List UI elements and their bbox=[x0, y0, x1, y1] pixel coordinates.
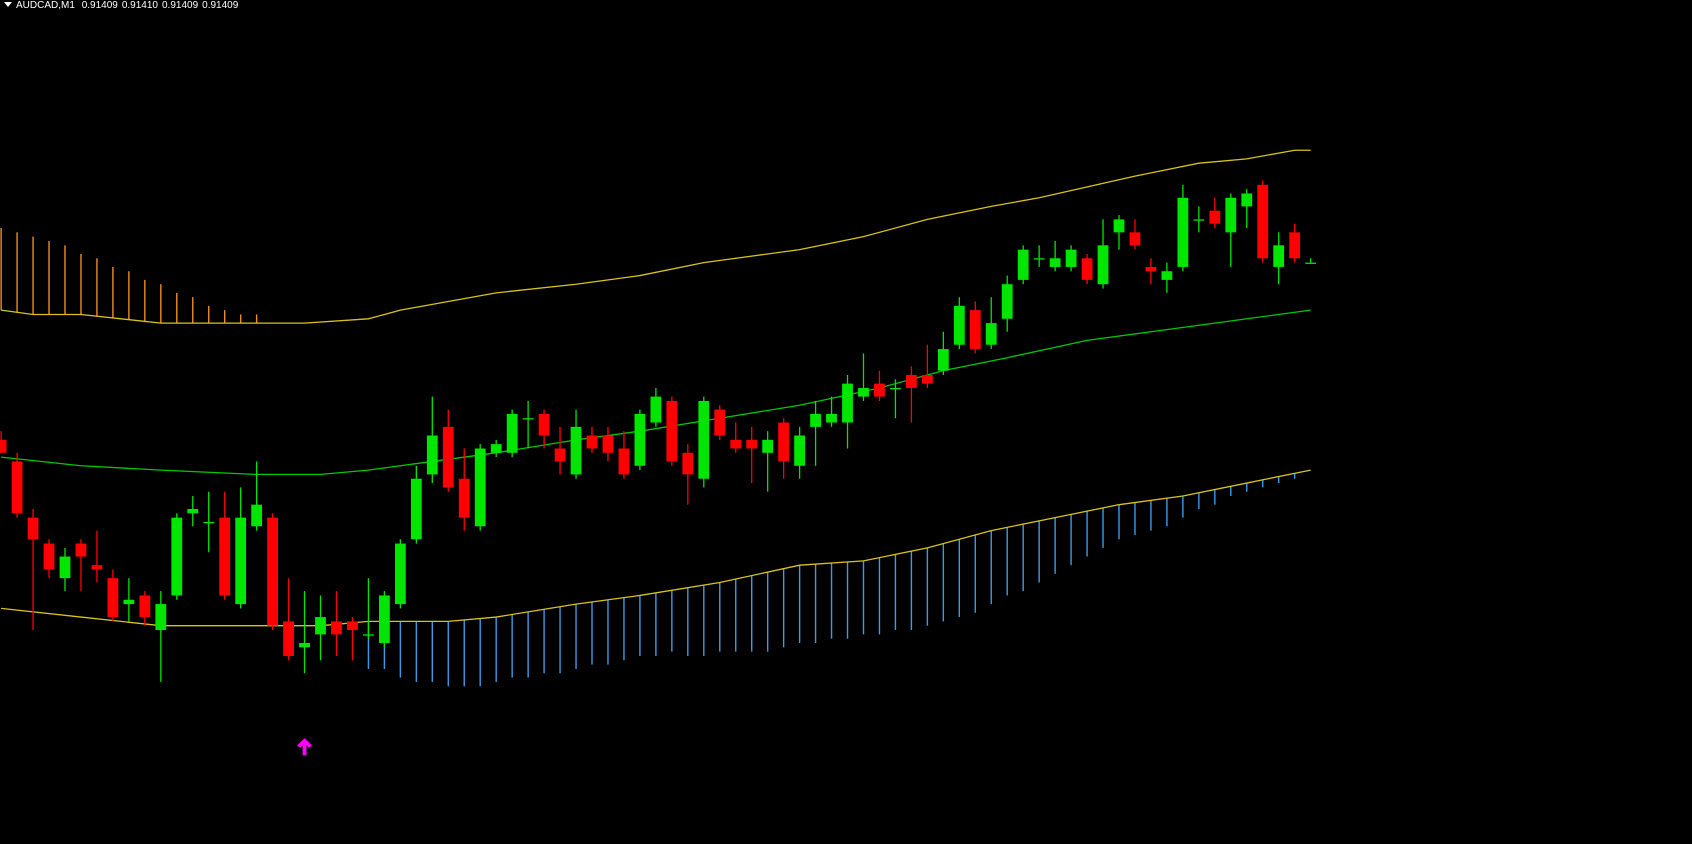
candle-body bbox=[1209, 210, 1221, 224]
candle-body bbox=[858, 387, 869, 397]
candle-body bbox=[953, 305, 965, 345]
candle-body bbox=[426, 435, 438, 475]
candle-body bbox=[937, 349, 949, 371]
candle-body bbox=[43, 543, 55, 570]
candle-body bbox=[538, 413, 550, 436]
candle-body bbox=[1225, 197, 1237, 233]
candle-body bbox=[251, 504, 263, 527]
candle-body bbox=[618, 448, 630, 475]
candle-body bbox=[522, 418, 534, 420]
candle-body bbox=[714, 409, 726, 436]
candle-body bbox=[810, 413, 821, 427]
candle-body bbox=[394, 543, 406, 605]
candle-body bbox=[155, 604, 167, 631]
candle-body bbox=[890, 387, 901, 390]
candle-body bbox=[1129, 232, 1141, 246]
candle-body bbox=[474, 448, 486, 527]
candle-body bbox=[650, 396, 662, 423]
candle-body bbox=[107, 578, 119, 618]
quote: 0.91409 bbox=[81, 0, 118, 11]
candle-body bbox=[506, 413, 518, 453]
candle-body bbox=[1065, 249, 1077, 267]
candle-body bbox=[1257, 184, 1269, 259]
candle-body bbox=[1033, 258, 1045, 260]
candle-body bbox=[363, 634, 374, 636]
candle-body bbox=[219, 517, 231, 596]
candle-body bbox=[75, 543, 87, 557]
candle-body bbox=[842, 383, 853, 423]
candle-body bbox=[746, 439, 758, 449]
symbol: AUDCAD,M1 bbox=[16, 0, 75, 11]
candle-body bbox=[602, 435, 614, 453]
candle-body bbox=[682, 452, 694, 475]
candle-body bbox=[267, 517, 278, 626]
candle-body bbox=[410, 478, 422, 540]
candle-body bbox=[969, 310, 981, 350]
candle-body bbox=[1001, 284, 1013, 319]
candle-body bbox=[985, 323, 997, 345]
candle-body bbox=[794, 435, 806, 466]
candle-body bbox=[1113, 219, 1125, 233]
candle-body bbox=[347, 621, 358, 631]
candle-body bbox=[91, 565, 103, 570]
candle-body bbox=[123, 599, 135, 605]
candle-body bbox=[570, 426, 582, 475]
candle-body bbox=[730, 439, 742, 449]
candle-body bbox=[490, 444, 502, 453]
candle-body bbox=[906, 374, 917, 388]
candle-body bbox=[1177, 197, 1189, 267]
candle-body bbox=[634, 413, 646, 466]
candle-body bbox=[921, 374, 933, 384]
candle-body bbox=[59, 556, 71, 579]
candle-body bbox=[1289, 232, 1301, 259]
candle-body bbox=[1097, 245, 1109, 285]
candle-body bbox=[698, 400, 710, 479]
candle-body bbox=[778, 422, 790, 462]
candle-body bbox=[203, 521, 215, 524]
candle-body bbox=[874, 383, 885, 397]
signal-arrow bbox=[296, 738, 313, 756]
quote: 0.91409 bbox=[162, 0, 199, 11]
candle-body bbox=[442, 426, 454, 488]
candle-body bbox=[27, 517, 39, 540]
candle-body bbox=[378, 595, 390, 643]
candle-body bbox=[586, 435, 598, 449]
candle-body bbox=[0, 439, 7, 453]
candle-body bbox=[331, 621, 342, 635]
candle-body bbox=[11, 461, 23, 514]
candle-body bbox=[283, 621, 294, 656]
candle-body bbox=[826, 413, 837, 423]
candle-body bbox=[235, 517, 247, 605]
candle-body bbox=[1081, 258, 1093, 280]
candle-body bbox=[666, 400, 678, 462]
candle-body bbox=[187, 508, 199, 514]
chart-header: AUDCAD,M1 0.91409 0.91410 0.91409 0.91409 bbox=[4, 0, 242, 12]
candle-body bbox=[1017, 249, 1029, 280]
quote: 0.91410 bbox=[121, 0, 158, 11]
candle-body bbox=[762, 439, 774, 453]
candle-body bbox=[171, 517, 183, 596]
candle-body bbox=[554, 448, 566, 462]
candle-body bbox=[1049, 258, 1061, 267]
quote: 0.91409 bbox=[202, 0, 239, 11]
candle-body bbox=[1161, 271, 1173, 280]
candle-body bbox=[299, 642, 310, 648]
band-line bbox=[1, 149, 1311, 324]
candle-body bbox=[1273, 245, 1285, 267]
candle-body bbox=[1305, 262, 1317, 264]
candle-body bbox=[315, 617, 326, 635]
candle-body bbox=[1193, 219, 1205, 221]
candle-body bbox=[458, 478, 470, 518]
candle-body bbox=[1241, 193, 1253, 207]
candle-body bbox=[139, 595, 151, 618]
candle-body bbox=[1145, 266, 1157, 272]
menu-triangle[interactable] bbox=[4, 2, 12, 7]
